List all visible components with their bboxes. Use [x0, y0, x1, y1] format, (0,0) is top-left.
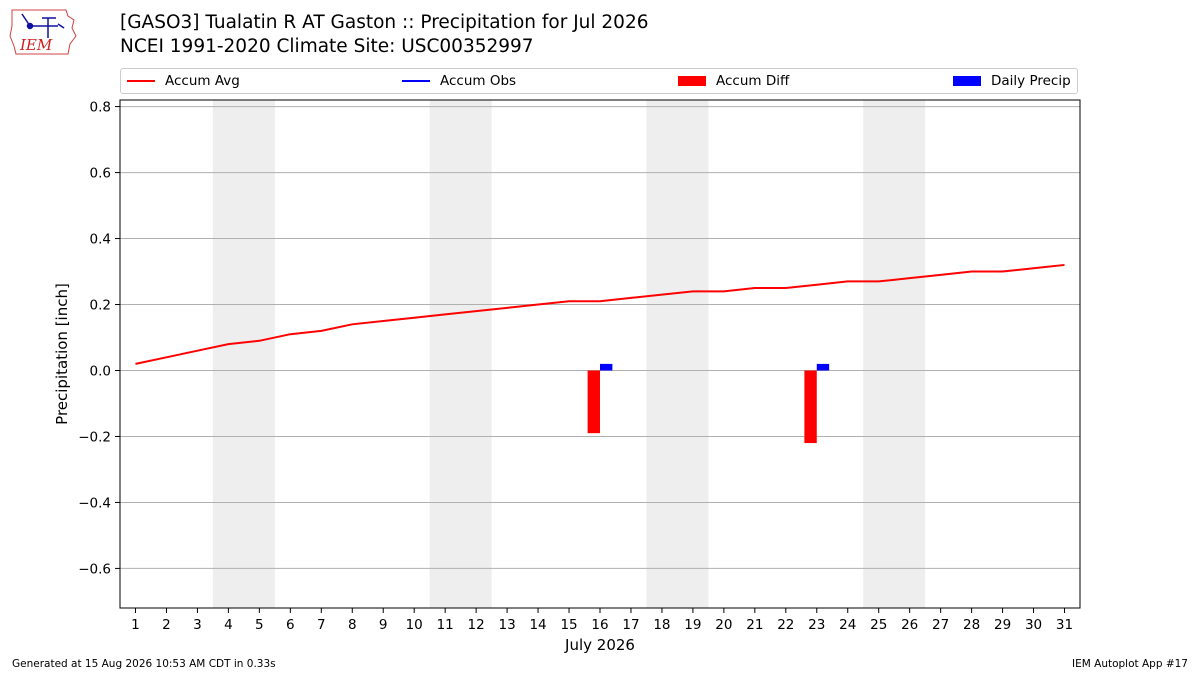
- x-tick-label: 6: [286, 617, 295, 633]
- x-tick-label: 7: [317, 617, 326, 633]
- legend-item-accum-diff: Accum Diff: [678, 69, 789, 93]
- x-tick-label: 12: [468, 617, 485, 633]
- x-tick-label: 15: [560, 617, 577, 633]
- legend-label-daily-precip: Daily Precip: [991, 73, 1071, 89]
- chart-subtitle: NCEI 1991-2020 Climate Site: USC00352997: [120, 36, 534, 57]
- x-tick-label: 2: [162, 617, 171, 633]
- legend-label-accum-diff: Accum Diff: [716, 73, 790, 89]
- legend-label-accum-obs: Accum Obs: [440, 73, 517, 89]
- legend: Accum Avg Accum Obs Accum Diff Daily Pre…: [120, 68, 1078, 94]
- legend-swatch-accum-avg: [127, 80, 155, 82]
- x-tick-label: 28: [963, 617, 980, 633]
- bars: [587, 363, 830, 444]
- y-tick-label: −0.2: [78, 429, 111, 445]
- legend-label-accum-avg: Accum Avg: [165, 73, 240, 89]
- legend-swatch-daily-precip: [953, 76, 981, 86]
- footer-app: IEM Autoplot App #17: [1072, 658, 1188, 670]
- footer-generated: Generated at 15 Aug 2026 10:53 AM CDT in…: [12, 658, 276, 670]
- x-tick-label: 8: [348, 617, 357, 633]
- x-tick-label: 4: [224, 617, 233, 633]
- x-tick-label: 16: [591, 617, 608, 633]
- x-tick-label: 29: [994, 617, 1011, 633]
- weekend-shade-3: [646, 100, 709, 608]
- x-tick-label: 31: [1056, 617, 1073, 633]
- weekend-shade-4: [863, 100, 926, 608]
- x-tick-label: 3: [193, 617, 202, 633]
- y-axis-ticks: 0.8 0.6 0.4 0.2 0.0 −0.2 −0.4 −0.6: [78, 100, 120, 577]
- weather-station-icon: [21, 13, 65, 38]
- x-tick-label: 20: [715, 617, 732, 633]
- x-tick-label: 23: [808, 617, 825, 633]
- legend-swatch-accum-diff: [678, 76, 706, 86]
- x-tick-label: 13: [499, 617, 516, 633]
- x-tick-label: 1: [131, 617, 140, 633]
- accum-diff-bar: [587, 370, 600, 434]
- x-tick-label: 5: [255, 617, 264, 633]
- gridlines: [120, 106, 1080, 569]
- x-tick-label: 11: [437, 617, 454, 633]
- y-tick-label: 0.2: [90, 298, 111, 314]
- y-tick-label: 0.8: [90, 100, 111, 116]
- logo-text: IEM: [19, 36, 53, 54]
- x-tick-label: 18: [653, 617, 670, 633]
- y-tick-label: 0.6: [90, 166, 111, 182]
- x-tick-label: 26: [901, 617, 918, 633]
- accum-avg-line-group: [135, 263, 1065, 365]
- y-axis-label: Precipitation [inch]: [53, 283, 71, 425]
- y-tick-label: −0.6: [78, 561, 111, 577]
- x-tick-label: 21: [746, 617, 763, 633]
- weekend-shade-2: [429, 100, 492, 608]
- weekend-shading: [212, 100, 926, 608]
- legend-item-accum-obs: Accum Obs: [402, 69, 516, 93]
- x-tick-label: 19: [684, 617, 701, 633]
- weekend-shade-1: [212, 100, 275, 608]
- x-tick-label: 9: [379, 617, 388, 633]
- y-tick-label: 0.4: [90, 232, 111, 248]
- x-axis-label: July 2026: [564, 636, 635, 654]
- chart-title: [GASO3] Tualatin R AT Gaston :: Precipit…: [120, 12, 649, 33]
- x-tick-label: 25: [870, 617, 887, 633]
- x-tick-label: 17: [622, 617, 639, 633]
- x-tick-label: 24: [839, 617, 856, 633]
- y-tick-label: −0.4: [78, 495, 111, 511]
- iowa-outline-icon: [9, 9, 77, 55]
- iem-logo: IEM: [9, 9, 77, 55]
- legend-item-accum-avg: Accum Avg: [127, 69, 240, 93]
- x-tick-label: 10: [406, 617, 423, 633]
- x-axis-ticks: 1 2 3 4 5 6 7 8 9 10 11 12 13 14 15 16 17 18 19 20 21 22 23 24 2…: [131, 608, 1073, 633]
- legend-swatch-accum-obs: [402, 80, 430, 82]
- accum-avg-line: [135, 263, 1065, 365]
- daily-precip-bar: [600, 363, 613, 371]
- legend-item-daily-precip: Daily Precip: [953, 69, 1071, 93]
- y-tick-label: 0.0: [90, 363, 111, 379]
- x-tick-label: 27: [932, 617, 949, 633]
- x-tick-label: 14: [529, 617, 546, 633]
- daily-precip-bar: [816, 363, 830, 371]
- accum-diff-bar: [804, 370, 817, 444]
- x-tick-label: 22: [777, 617, 794, 633]
- x-tick-label: 30: [1025, 617, 1042, 633]
